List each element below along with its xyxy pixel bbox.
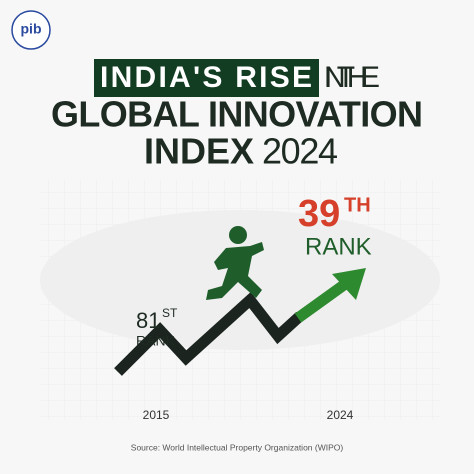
- source-note: Source: World Intellectual Property Orga…: [131, 442, 344, 452]
- rank-suffix: ST: [162, 306, 178, 320]
- rank-number: 81: [136, 308, 160, 333]
- arrow-head: [332, 268, 366, 300]
- title-highlight: INDIA'S RISE: [100, 61, 312, 94]
- trend-line-green: [294, 277, 352, 323]
- rank-label: RANK: [305, 233, 372, 260]
- year-label: 2015: [143, 408, 170, 422]
- logo-text: pib: [21, 21, 42, 37]
- title-highlight-box: [94, 59, 319, 97]
- title-line1-rest: IN THE: [324, 61, 380, 94]
- title-line2: GLOBAL INNOVATION: [51, 94, 423, 135]
- runner-body: [206, 242, 264, 300]
- rank-number: 39: [298, 193, 340, 235]
- trend-line: [114, 291, 304, 376]
- runner-icon: [206, 226, 264, 300]
- rank-suffix: TH: [344, 194, 371, 216]
- rank-label: RANK: [136, 333, 176, 349]
- runner-head: [229, 226, 247, 244]
- logo-circle: [11, 10, 51, 50]
- year-label: 2024: [327, 408, 354, 422]
- title-line3-year: 2024: [262, 131, 338, 172]
- title-line3-bold: INDEX: [144, 131, 254, 172]
